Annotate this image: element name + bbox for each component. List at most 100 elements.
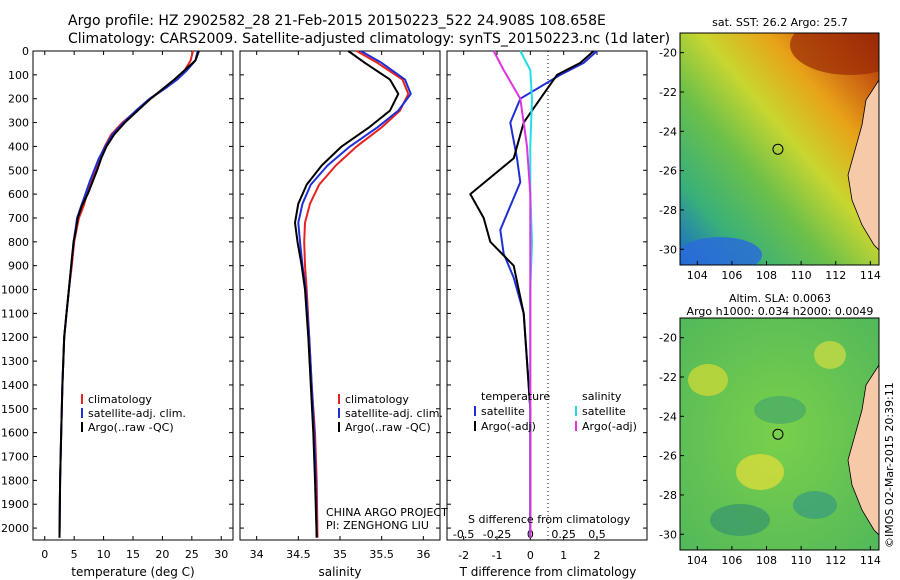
legend-swatch-t-satellite [474,406,476,416]
legend-swatch-argo [81,422,83,432]
sst-map-title: sat. SST: 26.2 Argo: 25.7 [712,16,848,29]
credit-pi: PI: ZENGHONG LIU [326,519,429,532]
map-x-tick-label: 110 [791,554,812,567]
y-tick-label: 1600 [1,427,29,440]
y-tick-label: 1100 [1,307,29,320]
x-tick-label: 0 [527,549,534,562]
y-tick-label: 2000 [1,522,29,535]
x-tick-label: 34.5 [286,548,311,561]
legend-swatch-s-satellite [575,406,577,416]
y-tick-label: 1500 [1,403,29,416]
legend-swatch-s-argo [575,421,577,431]
x-tick-label: -2 [458,549,469,562]
x-tick-label: 35 [333,548,347,561]
series-line [469,50,595,538]
salinity-xlabel: salinity [318,565,361,579]
sla-map-subtitle: Argo h1000: 0.034 h2000: 0.0049 [687,305,874,318]
temperature-frame [32,50,234,541]
sst-map: sat. SST: 26.2 Argo: 25.7 104 106 108 110 11… [659,16,881,282]
sla-map-frame [679,317,880,551]
legend-swatch-satellite [338,408,340,418]
map-y-tick-label: -28 [659,204,677,217]
x2-tick-label: 0.5 [588,528,606,541]
sla-low-patch [793,491,837,519]
temperature-panel: 0100200300400500600700800900100011001200… [1,45,647,579]
map-y-tick-label: -24 [659,410,677,423]
y-tick-label: 100 [8,69,29,82]
sla-high-patch [736,454,784,490]
map-y-tick-label: -26 [659,450,677,463]
y-tick-label: 1700 [1,451,29,464]
map-x-tick-label: 106 [721,554,742,567]
legend-label-t-satellite: satellite [481,405,525,418]
x2-tick-label: 0.25 [551,528,576,541]
sla-map: Altim. SLA: 0.0063 Argo h1000: 0.034 h20… [659,292,881,567]
map-x-tick-label: 106 [721,269,742,282]
map-x-tick-label: 112 [825,554,846,567]
x-tick-label: 35.5 [369,548,394,561]
series-line [492,50,532,538]
legend-label-satellite: satellite-adj. clim. [88,407,186,420]
map-x-tick-label: 114 [860,269,881,282]
y-tick-label: 700 [8,212,29,225]
legend-label-satellite: satellite-adj. clim. [345,407,443,420]
series-line [58,50,199,538]
header-line1: Argo profile: HZ 2902582_28 21-Feb-2015 … [68,13,606,29]
y-tick-label: 400 [8,140,29,153]
imos-credit: ©IMOS 02-Mar-2015 20:39:11 [883,382,896,548]
y-tick-label: 1900 [1,498,29,511]
x-tick-label: 34 [250,548,264,561]
map-x-tick-label: 112 [825,269,846,282]
map-y-tick-label: -30 [659,528,677,541]
x-tick-label: 0 [41,548,48,561]
difference-panel: -2 -1 0 1 2-0.5 -0.25 0 0.25 0.5 S difference fr… [446,50,648,579]
legend-swatch-climatology [81,394,83,404]
sla-high-patch [814,341,846,369]
legend-label-s-satellite: satellite [582,405,626,418]
y-tick-label: 1200 [1,331,29,344]
legend-temperature-heading: temperature [481,390,550,403]
y-tick-label: 800 [8,236,29,249]
x2-tick-label: -0.25 [483,528,511,541]
salinity-frame [239,50,441,541]
y-tick-label: 900 [8,260,29,273]
credit-project: CHINA ARGO PROJECT [326,506,448,519]
legend-label-t-argo: Argo(-adj) [481,420,536,433]
x-tick-label: 5 [71,548,78,561]
map-y-tick-label: -28 [659,489,677,502]
map-x-tick-label: 104 [687,554,708,567]
x-tick-label: 2 [594,549,601,562]
map-y-tick-label: -20 [659,47,677,60]
map-x-tick-label: 110 [791,269,812,282]
temperature-xlabel: temperature (deg C) [71,565,194,579]
sla-field [680,318,879,550]
sla-map-title: Altim. SLA: 0.0063 [729,292,831,305]
sla-high-patch [688,364,728,396]
salinity-panel: 34 34.5 35 35.5 36 salinity climatology sate… [239,50,448,579]
x-tick-label: 1 [560,549,567,562]
x-tick-label: 20 [155,548,169,561]
legend-swatch-argo [338,422,340,432]
map-x-tick-label: 114 [860,554,881,567]
x-tick-label: 15 [126,548,140,561]
y-tick-label: 1800 [1,474,29,487]
legend-label-climatology: climatology [345,393,409,406]
legend-salinity-heading: salinity [582,390,622,403]
sst-map-frame [679,32,880,266]
map-y-tick-label: -22 [659,86,677,99]
header-line2: Climatology: CARS2009. Satellite-adjuste… [68,31,670,47]
t-diff-xlabel: T difference from climatology [459,565,637,579]
cool-water-patch [680,237,762,265]
series-line [294,50,400,538]
warm-water-patch [790,33,879,75]
map-y-tick-label: -30 [659,243,677,256]
y-tick-label: 1300 [1,355,29,368]
temperature-legend: climatology satellite-adj. clim. Argo(..… [81,393,186,434]
map-x-tick-label: 108 [756,269,777,282]
x-tick-label: -1 [492,549,503,562]
series-line [58,50,194,538]
sla-low-patch [710,504,770,536]
legend-swatch-satellite [81,408,83,418]
map-y-tick-label: -26 [659,165,677,178]
x-tick-label: 25 [185,548,199,561]
